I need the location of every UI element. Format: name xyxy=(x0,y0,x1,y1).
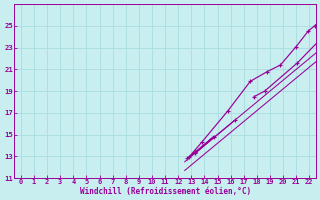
X-axis label: Windchill (Refroidissement éolien,°C): Windchill (Refroidissement éolien,°C) xyxy=(79,187,251,196)
